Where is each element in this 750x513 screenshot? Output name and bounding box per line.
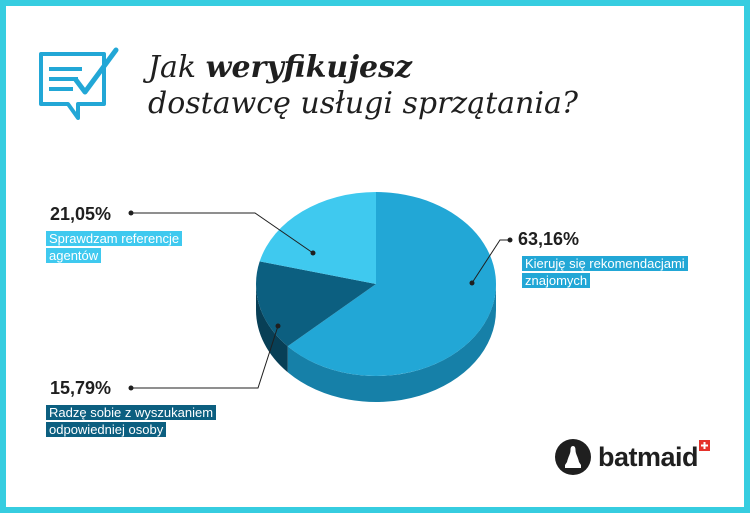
chart-title: Jak weryfikujesz dostawcę usługi sprząta… [148,50,578,122]
slice-label-15-line1: Radzę sobie z wyszukaniem [46,405,217,420]
slice-pct-63: 63,16% [518,229,580,249]
leader-15-end-dot [128,385,134,391]
title-line2: dostawcę usługi sprzątania? [148,86,578,121]
leader-63-end-dot [507,237,513,243]
leader-15 [131,325,279,389]
slice-label-15: Radzę sobie z wyszukaniem odpowiedniej o… [46,404,217,438]
title-prefix: Jak [148,50,197,85]
leader-63 [471,239,510,284]
swiss-cross-icon [699,440,711,451]
slice-label-21: Sprawdzam referencje agentów [46,230,183,264]
bell-icon [555,439,591,475]
slice-pct-15: 15,79% [50,378,112,398]
brand-logo: batmaid [554,438,711,476]
slice-21-top [259,192,376,284]
slice-label-21-line2: agentów [46,248,102,263]
leader-63-start-dot [469,280,475,286]
slice-pct-21: 21,05% [50,204,112,224]
slice-15-side [256,284,288,373]
title-bold: weryfikujesz [205,50,413,85]
checklist-icon [39,47,119,120]
leader-21-end-dot [128,210,134,216]
slice-63-side [287,284,496,403]
leader-21 [131,212,314,254]
slice-label-63-line1: Kieruję się rekomendacjami [522,256,688,271]
leader-15-start-dot [275,323,281,329]
slice-label-21-line1: Sprawdzam referencje [46,231,183,246]
slice-label-63-line2: znajomych [522,273,591,288]
leader-21-start-dot [310,250,316,256]
slice-label-15-line2: odpowiedniej osoby [46,422,167,437]
slice-label-63: Kieruję się rekomendacjami znajomych [522,255,688,289]
brand-name: batmaid [598,441,699,472]
slice-15-top [256,261,376,347]
slice-63-top [287,192,496,376]
